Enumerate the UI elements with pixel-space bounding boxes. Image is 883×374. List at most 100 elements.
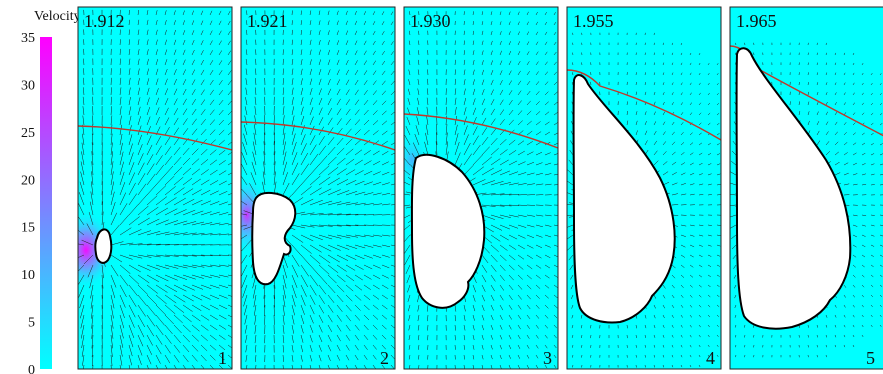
velocity-vector — [318, 88, 322, 96]
velocity-vector — [164, 117, 170, 126]
velocity-vector — [535, 354, 539, 359]
velocity-vector — [535, 21, 538, 26]
velocity-vector — [91, 161, 94, 176]
velocity-vector — [499, 254, 507, 261]
velocity-vector — [416, 116, 420, 126]
velocity-vector — [209, 79, 214, 86]
velocity-vector — [662, 92, 665, 96]
velocity-vector — [309, 107, 314, 116]
velocity-vector — [245, 97, 248, 106]
velocity-vector — [418, 30, 420, 36]
velocity-vector — [218, 294, 228, 299]
velocity-vector — [490, 21, 493, 26]
velocity-vector — [191, 284, 204, 290]
velocity-vector — [408, 314, 411, 321]
velocity-vector — [354, 191, 366, 196]
velocity-vector — [425, 124, 429, 136]
velocity-vector — [291, 244, 302, 256]
velocity-vector — [345, 202, 358, 206]
velocity-vector — [164, 244, 179, 246]
velocity-vector — [490, 204, 505, 207]
velocity-vector — [218, 40, 222, 46]
velocity-vector — [318, 324, 323, 333]
velocity-vector — [381, 130, 388, 136]
velocity-vector — [200, 59, 204, 66]
velocity-vector — [499, 11, 502, 16]
velocity-vector — [481, 294, 485, 302]
velocity-vector — [327, 294, 335, 303]
velocity-vector — [318, 59, 322, 66]
velocity-vector — [526, 334, 530, 339]
velocity-vector — [363, 11, 367, 16]
velocity-vector — [870, 284, 874, 288]
velocity-vector — [689, 294, 693, 298]
velocity-vector — [381, 70, 386, 76]
velocity-vector — [191, 304, 202, 311]
velocity-vector — [241, 254, 248, 265]
velocity-vector — [345, 254, 357, 260]
velocity-vector — [671, 82, 674, 86]
velocity-vector — [345, 274, 355, 282]
velocity-vector — [137, 97, 141, 106]
velocity-vector — [372, 60, 377, 66]
velocity-vector — [472, 144, 481, 156]
panel-3-bubble — [410, 153, 486, 309]
velocity-vector — [372, 70, 377, 76]
velocity-vector — [291, 364, 293, 369]
velocity-vector — [227, 294, 232, 297]
velocity-vector — [83, 364, 85, 369]
velocity-vector — [291, 97, 294, 106]
velocity-vector — [653, 101, 656, 106]
velocity-vector — [200, 40, 204, 46]
velocity-vector — [173, 137, 180, 146]
velocity-vector — [390, 80, 395, 86]
velocity-vector — [472, 314, 475, 321]
velocity-vector — [499, 149, 508, 156]
colorbar-tick-label: 30 — [21, 78, 35, 93]
velocity-vector — [671, 172, 677, 176]
velocity-vector — [227, 151, 232, 156]
velocity-vector — [363, 264, 373, 270]
velocity-vector — [581, 344, 583, 348]
velocity-vector — [825, 121, 829, 126]
velocity-vector — [155, 264, 170, 270]
velocity-vector — [698, 112, 702, 116]
velocity-vector — [282, 172, 288, 186]
velocity-vector — [209, 99, 215, 106]
velocity-vector — [119, 77, 122, 86]
velocity-vector — [146, 87, 150, 96]
velocity-vector — [363, 234, 374, 237]
velocity-vector — [716, 324, 719, 327]
velocity-vector — [381, 304, 388, 310]
velocity-vector — [137, 264, 151, 271]
velocity-vector — [336, 234, 351, 239]
velocity-vector — [834, 62, 837, 66]
velocity-vector — [182, 254, 197, 257]
velocity-vector — [499, 344, 502, 350]
velocity-vector — [526, 172, 535, 176]
velocity-vector — [164, 146, 172, 156]
velocity-vector — [535, 264, 542, 269]
velocity-vector — [182, 69, 186, 76]
velocity-vector — [427, 78, 429, 86]
velocity-vector — [246, 39, 248, 46]
velocity-vector — [490, 108, 495, 116]
velocity-vector — [381, 192, 391, 196]
velocity-vector — [567, 169, 574, 176]
velocity-vector — [716, 224, 721, 226]
velocity-vector — [381, 120, 388, 126]
velocity-vector — [255, 49, 257, 56]
velocity-vector — [508, 244, 517, 250]
velocity-vector — [227, 274, 232, 277]
velocity-vector — [544, 61, 548, 66]
velocity-vector — [472, 344, 475, 350]
velocity-vector — [732, 140, 737, 146]
velocity-vector — [567, 244, 574, 251]
velocity-vector — [526, 51, 530, 56]
velocity-vector — [481, 264, 488, 273]
velocity-vector — [200, 69, 205, 76]
velocity-vector — [680, 172, 686, 176]
velocity-vector — [716, 314, 720, 317]
velocity-vector — [363, 150, 371, 156]
